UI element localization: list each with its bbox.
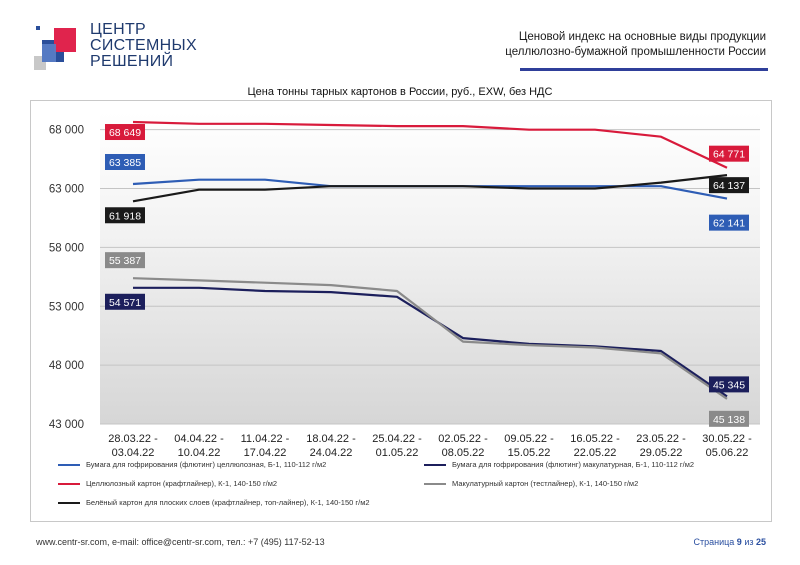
- data-label: 62 141: [709, 214, 749, 231]
- data-label: 68 649: [105, 124, 145, 141]
- series-line: [132, 174, 728, 203]
- legend-swatch-black: [58, 501, 80, 504]
- data-label-text: 61 918: [109, 210, 141, 222]
- data-label: 63 385: [105, 153, 145, 170]
- series-line: [132, 120, 728, 169]
- data-label-box: [105, 252, 145, 269]
- x-tick-label: 18.04.22 -24.04.22: [306, 433, 356, 459]
- legend-item-fluting-cellulose: Бумага для гофрирования (флютинг) целлюл…: [58, 460, 326, 469]
- data-label: 54 571: [105, 293, 145, 310]
- data-labels: 63 385 62 141 54 571 45 345 68 649 64 771 55 3…: [105, 124, 749, 427]
- series-lines: [132, 120, 728, 400]
- x-tick-label: 23.05.22 -29.05.22: [636, 433, 686, 459]
- data-label-text: 68 649: [109, 127, 141, 139]
- x-axis: 28.03.22 -03.04.22 04.04.22 -10.04.22 11.0…: [108, 433, 752, 459]
- legend-label: Бумага для гофрирования (флютинг) макула…: [452, 460, 695, 469]
- legend-swatch-navy: [424, 463, 446, 466]
- data-label-text: 64 771: [713, 149, 745, 161]
- legend-item-fluting-waste: Бумага для гофрирования (флютинг) макула…: [424, 460, 694, 469]
- legend-label: Целлюлозный картон (крафтлайнер), К-1, 1…: [86, 479, 278, 488]
- data-label-box: [105, 207, 145, 224]
- data-label-text: 63 385: [109, 157, 141, 169]
- y-tick-label: 63 000: [49, 184, 84, 196]
- y-axis: 43 000 48 000 53 000 58 000 63 000 68 000: [49, 125, 84, 431]
- series-line: [132, 277, 728, 400]
- data-label-box: [709, 214, 749, 231]
- legend-label: Бумага для гофрирования (флютинг) целлюл…: [86, 460, 327, 469]
- page-total: 25: [755, 537, 766, 547]
- footer-contacts: www.centr-sr.com, e-mail: office@centr-s…: [36, 537, 325, 547]
- logo-line-2: СИСТЕМНЫХ: [90, 37, 197, 54]
- report-title-line-2: целлюлозно-бумажной промышленности Росси…: [505, 46, 766, 58]
- legend-item-white-top: Белёный картон для плоских слоев (крафтл…: [58, 498, 370, 507]
- x-tick-label: 04.04.22 -10.04.22: [174, 433, 224, 459]
- logo-line-1: ЦЕНТР: [90, 21, 147, 38]
- logo-line-3: РЕШЕНИЙ: [90, 53, 174, 70]
- data-label: 64 771: [709, 145, 749, 162]
- data-label-text: 64 137: [713, 180, 745, 192]
- data-label: 55 387: [105, 252, 145, 269]
- data-label-box: [709, 177, 749, 194]
- x-tick-label: 28.03.22 -03.04.22: [108, 433, 158, 459]
- legend-label: Макулатурный картон (тестлайнер), К-1, 1…: [452, 479, 639, 488]
- x-tick-label: 09.05.22 -15.05.22: [504, 433, 554, 459]
- x-tick-label: 30.05.22 -05.06.22: [702, 433, 752, 459]
- page-indicator: Страница 9 из 25: [693, 537, 766, 547]
- data-label-text: 62 141: [713, 218, 745, 230]
- x-tick-label: 11.04.22 -17.04.22: [241, 433, 290, 459]
- data-label-text: 54 571: [109, 297, 141, 309]
- legend-item-testliner: Макулатурный картон (тестлайнер), К-1, 1…: [424, 479, 638, 488]
- page-word: Страница: [693, 537, 735, 547]
- data-label-text: 45 345: [713, 379, 745, 391]
- data-label: 45 138: [709, 410, 749, 427]
- legend-item-kraftliner: Целлюлозный картон (крафтлайнер), К-1, 1…: [58, 479, 277, 488]
- header-divider: [520, 68, 768, 71]
- logo-mark-icon: [34, 26, 76, 70]
- data-label-box: [709, 145, 749, 162]
- data-label: 61 918: [105, 207, 145, 224]
- report-title: Ценовой индекс на основные виды продукци…: [466, 30, 766, 60]
- data-label: 64 137: [709, 177, 749, 194]
- y-tick-label: 68 000: [49, 125, 84, 137]
- x-tick-label: 25.04.22 -01.05.22: [372, 433, 422, 459]
- data-label: 45 345: [709, 376, 749, 393]
- plot-area: [100, 112, 760, 424]
- y-tick-label: 53 000: [49, 301, 84, 313]
- data-label-box: [709, 410, 749, 427]
- logo-text: ЦЕНТР СИСТЕМНЫХ РЕШЕНИЙ: [90, 22, 197, 70]
- data-label-box: [105, 293, 145, 310]
- data-label-box: [709, 376, 749, 393]
- page-current: 9: [736, 537, 742, 547]
- report-title-line-1: Ценовой индекс на основные виды продукци…: [518, 31, 766, 43]
- data-label-text: 45 138: [713, 414, 745, 426]
- company-logo: ЦЕНТР СИСТЕМНЫХ РЕШЕНИЙ: [34, 22, 197, 78]
- legend-swatch-gray: [424, 482, 446, 485]
- data-label-text: 55 387: [109, 255, 141, 267]
- x-tick-label: 02.05.22 -08.05.22: [438, 433, 488, 459]
- data-label-box: [105, 153, 145, 170]
- y-tick-label: 48 000: [49, 360, 84, 372]
- y-tick-label: 58 000: [49, 242, 84, 254]
- y-tick-label: 43 000: [49, 419, 84, 431]
- page-of: из: [744, 537, 754, 547]
- legend-swatch-red: [58, 482, 80, 485]
- grid-lines: [100, 129, 760, 425]
- legend-swatch-blue: [58, 463, 80, 466]
- data-label-box: [105, 124, 145, 141]
- legend-label: Белёный картон для плоских слоев (крафтл…: [86, 498, 370, 507]
- chart-title: Цена тонны тарных картонов в России, руб…: [247, 86, 553, 98]
- x-tick-label: 16.05.22 -22.05.22: [570, 433, 620, 459]
